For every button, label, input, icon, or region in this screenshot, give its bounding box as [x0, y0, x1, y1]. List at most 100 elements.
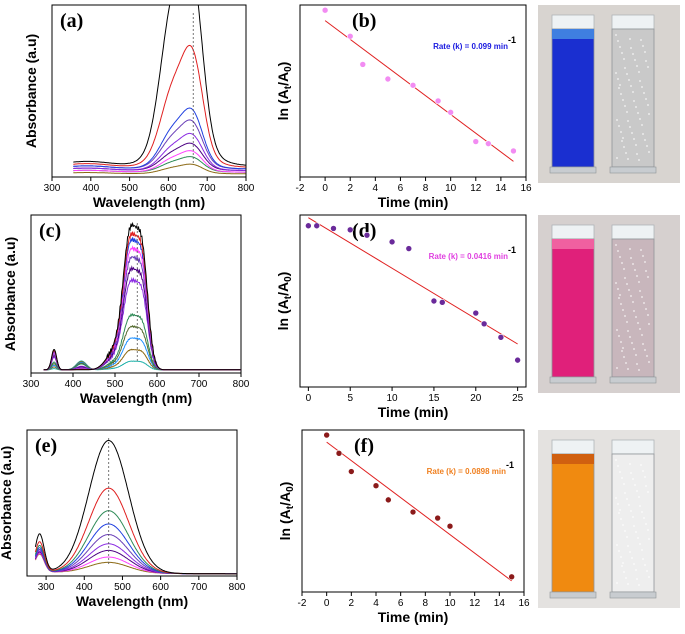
bubble	[624, 105, 626, 107]
x-tick-label-d: 20	[470, 393, 482, 404]
bubble	[636, 490, 638, 492]
bubble	[648, 151, 650, 153]
data-point	[446, 522, 454, 530]
bubble	[629, 463, 631, 465]
bubble	[648, 323, 650, 325]
bubble	[636, 363, 638, 365]
bubble	[636, 578, 638, 580]
bubble	[629, 38, 631, 40]
bubble	[621, 477, 623, 479]
bubble	[622, 562, 624, 564]
rate-exponent: -1	[508, 35, 516, 45]
bubble	[633, 563, 635, 565]
bubble	[634, 269, 636, 271]
data-point	[480, 320, 488, 328]
bubble	[617, 465, 619, 467]
bubble	[620, 93, 622, 95]
bubble	[633, 100, 635, 102]
y-axis-title-sub: t	[283, 85, 294, 89]
x-tick-label-a: 800	[238, 183, 255, 194]
bubble	[630, 85, 632, 87]
x-axis-title-b: Time (min)	[378, 194, 449, 210]
series-group-c	[43, 221, 241, 371]
bubble	[647, 491, 649, 493]
x-tick-label-b: 12	[470, 183, 482, 194]
bubble	[622, 99, 624, 101]
panel-label-e: (e)	[35, 435, 57, 457]
bubble	[629, 336, 631, 338]
panel-label-d: (d)	[352, 220, 376, 242]
series-line	[73, 163, 246, 175]
bubble	[630, 257, 632, 259]
bubble	[630, 47, 632, 49]
rate-annotation-b: Rate (k) = 0.099 min-1	[433, 35, 516, 51]
data-point	[434, 514, 441, 522]
panel-label-a: (a)	[60, 10, 83, 32]
data-point	[409, 508, 417, 516]
panel-label-b: (b)	[352, 10, 376, 32]
bubble	[632, 516, 634, 518]
bubble	[643, 517, 645, 519]
data-point	[430, 297, 438, 305]
x-tick-label-f: 0	[324, 598, 330, 609]
x-tick-label-c: 400	[65, 379, 82, 390]
x-tick-label-d: 10	[387, 393, 399, 404]
bubble	[639, 328, 641, 330]
y-axis-title-e: Absorbance (a.u)	[0, 446, 14, 560]
bubble	[635, 569, 637, 571]
panel-label-c: (c)	[39, 220, 61, 242]
rate-text: Rate (k) = 0.0416 min	[429, 252, 508, 261]
fit-line-f	[326, 441, 512, 582]
bubble	[622, 137, 624, 139]
bubble	[626, 498, 628, 500]
cuvette-photo-2	[538, 215, 680, 393]
bubble	[646, 355, 648, 357]
data-point	[323, 431, 330, 439]
x-tick-label-d: 25	[512, 393, 524, 404]
x-tick-label-c: 300	[23, 379, 40, 390]
bubble	[644, 261, 646, 263]
x-tick-label-f: 12	[469, 598, 481, 609]
x-tick-label-d: 15	[428, 393, 440, 404]
bubble	[615, 244, 617, 246]
bubble	[640, 39, 642, 41]
bubble	[638, 496, 640, 498]
bubble	[641, 549, 643, 551]
bubble	[639, 505, 641, 507]
bubble	[644, 476, 646, 478]
cuvette-liquid-right	[611, 28, 655, 168]
bubble	[626, 321, 628, 323]
bubble	[635, 144, 637, 146]
x-axis-title-c: Wavelength (nm)	[80, 390, 192, 406]
bubble	[634, 59, 636, 61]
plot-frame-c	[30, 214, 242, 374]
bubble	[626, 536, 628, 538]
x-tick-label-e: 500	[114, 582, 131, 593]
cuvette-liquid-left	[551, 453, 595, 593]
bubble	[637, 537, 639, 539]
series-line	[73, 44, 246, 168]
chart-a: 300 400 500 600 700 800 Wavelength (nm) Absorba…	[23, 4, 255, 210]
cuvette-photo-1	[538, 5, 680, 183]
data-point	[346, 226, 354, 234]
bubble	[622, 309, 624, 311]
x-tick-label-b: 14	[495, 183, 507, 194]
series-line	[43, 221, 241, 371]
bubble	[622, 524, 624, 526]
data-point	[405, 245, 413, 252]
series-line	[73, 150, 246, 173]
bubble	[615, 497, 617, 499]
bubble	[641, 511, 643, 513]
data-point	[305, 222, 312, 230]
series-group-e	[34, 440, 237, 575]
bubble	[647, 276, 649, 278]
cuvette-glass-top	[551, 439, 595, 455]
bubble	[618, 87, 620, 89]
x-tick-label-a: 500	[121, 183, 138, 194]
bubble	[626, 73, 628, 75]
bubble	[635, 106, 637, 108]
bubble	[627, 368, 629, 370]
x-tick-label-f: 14	[494, 598, 506, 609]
bubble	[617, 503, 619, 505]
bubble	[618, 335, 620, 337]
